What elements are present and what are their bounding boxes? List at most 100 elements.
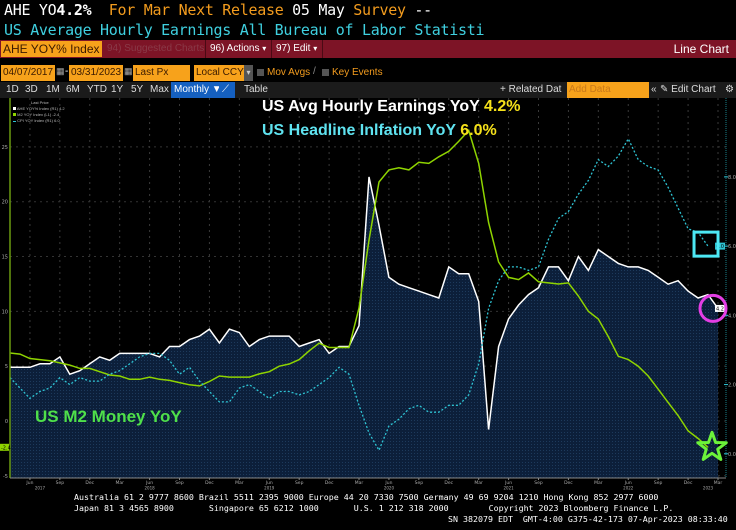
chevron-down-icon[interactable]: ▾ [244, 65, 253, 81]
last-value-tag [0, 443, 9, 451]
legend-title: Last Price [31, 100, 49, 105]
mov-avgs-checkbox[interactable] [257, 69, 264, 76]
legend-label: CPI YOY Index (R1) [17, 118, 53, 123]
footer-contacts: Australia 61 2 9777 8600 Brazil 5511 239… [74, 492, 659, 502]
year-label: 2021 [503, 486, 514, 491]
actions-menu[interactable]: 96) Actions ▾ [210, 41, 266, 57]
x-tick-label: Dec [325, 480, 334, 486]
right-tick-label: 4.0 [728, 313, 736, 319]
chart-type-label[interactable]: Line Chart [673, 42, 729, 56]
x-tick-label: Sep [295, 480, 304, 486]
calendar-icon[interactable]: ▦ [56, 66, 65, 76]
legend-item-m2[interactable]: M2 YOY Index (L1) -2.4 [13, 112, 65, 118]
last-value: 4.2% [56, 1, 92, 19]
collapse-icon[interactable]: « [651, 84, 657, 95]
ahe-area-fill [10, 176, 718, 478]
x-tick-label: Dec [444, 480, 453, 486]
next-release-date: 05 May [292, 1, 345, 19]
x-tick-label: Sep [56, 480, 65, 486]
edit-menu[interactable]: 97) Edit ▾ [276, 41, 317, 57]
legend-swatch [13, 113, 16, 116]
highlight-square-cpi [692, 230, 720, 258]
range-button-ytd[interactable]: YTD [87, 84, 107, 95]
last-value-label: -2.4 [1, 445, 11, 451]
series-line-cpi [9, 137, 709, 452]
suggested-charts-button[interactable]: 94) Suggested Charts [107, 43, 205, 54]
x-tick-label: Mar [474, 480, 483, 486]
right-tick-label: 8.0 [728, 175, 736, 181]
chevron-down-icon: ▼ [211, 84, 222, 95]
right-tick-label: 2.0 [728, 383, 736, 389]
calendar-icon[interactable]: ▦ [124, 66, 133, 76]
range-button-1m[interactable]: 1M [46, 84, 60, 95]
range-button-3d[interactable]: 3D [25, 84, 38, 95]
footer-session: SN 382079 EDT GMT-4:00 G375-42-173 07-Ap… [448, 514, 728, 524]
last-value-label: 4.2 [716, 306, 724, 312]
key-events-checkbox[interactable] [322, 69, 329, 76]
chevron-down-icon: ▾ [262, 44, 267, 53]
currency-select[interactable]: Local CCY [194, 65, 244, 81]
range-button-1y[interactable]: 1Y [111, 84, 124, 95]
x-tick-label: Jun [384, 480, 392, 486]
last-value-tag [715, 242, 725, 250]
mov-avgs-label[interactable]: Mov Avgs [267, 67, 311, 78]
x-tick-label: Mar [714, 480, 723, 486]
x-tick-label: Sep [654, 480, 663, 486]
legend-item-cpi[interactable]: CPI YOY Index (R1) 6.0 [13, 118, 65, 124]
pencil-icon: ✎ [660, 84, 669, 95]
end-date-input[interactable]: 03/31/2023 [69, 65, 123, 81]
range-button-max[interactable]: Max [150, 84, 169, 95]
start-date-input[interactable]: 04/07/2017 [1, 65, 55, 81]
periodicity-label: Monthly [174, 84, 210, 95]
left-tick-label: -5 [3, 474, 8, 480]
x-tick-label: Jun [265, 480, 273, 486]
legend: Last Price AHE YOY% Index (R1) 4.2 M2 YO… [13, 100, 65, 124]
cpi-annotation: US Headline Inlfation YoY 6.0% [262, 122, 497, 140]
right-tick-label: 6.0 [728, 244, 736, 250]
highlight-circle-ahe [698, 293, 728, 323]
chart-style-icon[interactable]: ⟋ [219, 82, 235, 98]
range-button-5y[interactable]: 5Y [131, 84, 144, 95]
table-button[interactable]: Table [244, 84, 268, 95]
left-tick-label: 25 [2, 145, 8, 151]
x-tick-label: Mar [594, 480, 603, 486]
x-tick-label: Mar [355, 480, 364, 486]
series-line-ahe [10, 176, 719, 430]
legend-swatch [13, 121, 16, 122]
x-tick-label: Sep [175, 480, 184, 486]
ticker: AHE YO [4, 1, 57, 19]
edit-chart-label: Edit Chart [671, 84, 716, 95]
legend-value: 4.2 [59, 106, 65, 111]
legend-item-ahe[interactable]: AHE YOY% Index (R1) 4.2 [13, 106, 65, 112]
year-label: 2020 [384, 486, 395, 491]
series-line-m2 [9, 129, 709, 448]
x-tick-label: Dec [205, 480, 214, 486]
gear-icon[interactable]: ⚙ [725, 84, 734, 95]
x-tick-label: Mar [235, 480, 244, 486]
key-events-label[interactable]: Key Events [332, 67, 383, 78]
periodicity-select[interactable]: Monthly ▼ [171, 82, 222, 98]
year-label: 2023 [703, 486, 714, 491]
security-input[interactable]: AHE YOY% Index [1, 41, 102, 57]
survey-value: -- [414, 1, 432, 19]
pencil-icon[interactable]: / [313, 66, 316, 77]
cpi-annotation-text: US Headline Inlfation YoY [262, 122, 456, 139]
related-data-button[interactable]: + Related Dat [500, 84, 562, 95]
price-field-select[interactable]: Last Px [133, 65, 190, 81]
add-data-input[interactable]: Add Data [567, 82, 649, 98]
ahe-annotation-value: 4.2% [483, 98, 521, 115]
ahe-annotation-text: US Avg Hourly Earnings YoY [262, 98, 480, 115]
edit-chart-button[interactable]: ✎ Edit Chart [660, 82, 716, 98]
chevron-down-icon: ▾ [313, 44, 318, 53]
legend-swatch [13, 107, 16, 110]
footer-copyright: Japan 81 3 4565 8900 Singapore 65 6212 1… [74, 503, 674, 513]
x-tick-label: Sep [415, 480, 424, 486]
range-button-6m[interactable]: 6M [66, 84, 80, 95]
x-tick-label: Jun [624, 480, 632, 486]
x-tick-label: Dec [564, 480, 573, 486]
year-label: 2018 [145, 486, 156, 491]
range-button-1d[interactable]: 1D [6, 84, 19, 95]
x-tick-label: Sep [534, 480, 543, 486]
cpi-annotation-value: 6.0% [460, 122, 497, 139]
next-release-label: Next Release [178, 1, 284, 19]
